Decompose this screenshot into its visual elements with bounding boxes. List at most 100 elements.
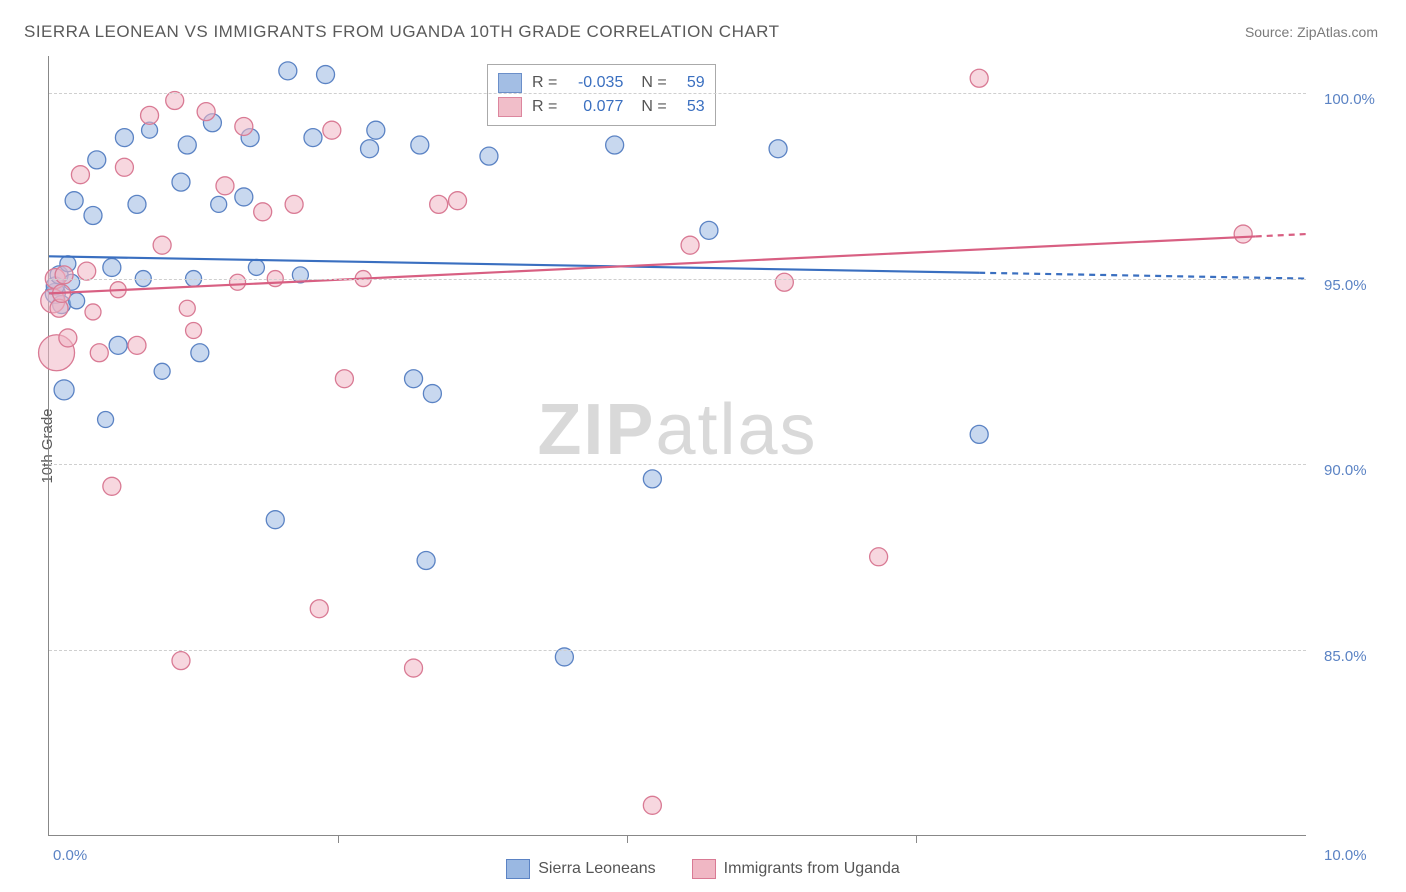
data-point [310, 600, 328, 618]
legend-r-label: R = [532, 98, 557, 116]
data-point [166, 92, 184, 110]
data-point [141, 106, 159, 124]
data-point [128, 195, 146, 213]
data-point [606, 136, 624, 154]
plot-area: ZIPatlas R =-0.035N =59R =0.077N =53 85.… [48, 56, 1306, 836]
data-point [69, 293, 85, 309]
trend-line [49, 256, 979, 272]
data-point [186, 323, 202, 339]
data-point [254, 203, 272, 221]
data-point [367, 121, 385, 139]
legend-series-name: Sierra Leoneans [538, 860, 655, 878]
data-point [1234, 225, 1252, 243]
data-point [178, 136, 196, 154]
gridline-h [49, 279, 1306, 280]
data-point [775, 273, 793, 291]
source-label: Source: ZipAtlas.com [1245, 24, 1378, 40]
data-point [235, 188, 253, 206]
data-point [65, 192, 83, 210]
plot-svg [49, 56, 1306, 835]
legend-n-label: N = [641, 74, 666, 92]
data-point [98, 412, 114, 428]
correlation-legend: R = -0.035 N = 59 R = 0.077 N = 53 [487, 64, 716, 126]
series-legend: Sierra Leoneans Immigrants from Uganda [0, 859, 1406, 884]
legend-swatch [498, 97, 522, 117]
data-point [128, 336, 146, 354]
data-point [361, 140, 379, 158]
y-tick-label: 90.0% [1324, 462, 1367, 479]
data-point [71, 166, 89, 184]
legend-n-value: 53 [677, 98, 705, 116]
y-tick-label: 100.0% [1324, 91, 1375, 108]
data-point [90, 344, 108, 362]
trend-line-extrapolated [1256, 234, 1306, 236]
legend-series-name: Immigrants from Uganda [724, 860, 900, 878]
data-point [216, 177, 234, 195]
data-point [78, 262, 96, 280]
data-point [480, 147, 498, 165]
data-point [970, 69, 988, 87]
data-point [279, 62, 297, 80]
legend-item: Sierra Leoneans [506, 859, 655, 879]
y-tick-label: 85.0% [1324, 648, 1367, 665]
data-point [335, 370, 353, 388]
gridline-h [49, 93, 1306, 94]
data-point [211, 196, 227, 212]
legend-r-value: 0.077 [567, 98, 623, 116]
legend-n-value: 59 [677, 74, 705, 92]
data-point [85, 304, 101, 320]
legend-row: R = -0.035 N = 59 [498, 71, 705, 95]
x-tick-minor [916, 835, 917, 843]
data-point [115, 158, 133, 176]
data-point [103, 258, 121, 276]
x-tick-minor [338, 835, 339, 843]
gridline-h [49, 464, 1306, 465]
data-point [191, 344, 209, 362]
legend-r-value: -0.035 [567, 74, 623, 92]
data-point [304, 129, 322, 147]
data-point [430, 195, 448, 213]
data-point [323, 121, 341, 139]
data-point [235, 117, 253, 135]
data-point [411, 136, 429, 154]
legend-swatch [498, 73, 522, 93]
data-point [230, 274, 246, 290]
data-point [266, 511, 284, 529]
data-point [417, 551, 435, 569]
data-point [84, 207, 102, 225]
data-point [55, 266, 73, 284]
legend-n-label: N = [641, 98, 666, 116]
data-point [449, 192, 467, 210]
data-point [197, 103, 215, 121]
legend-item: Immigrants from Uganda [692, 859, 900, 879]
data-point [405, 370, 423, 388]
data-point [172, 173, 190, 191]
data-point [179, 300, 195, 316]
legend-row: R = 0.077 N = 53 [498, 95, 705, 119]
gridline-h [49, 650, 1306, 651]
data-point [405, 659, 423, 677]
data-point [103, 477, 121, 495]
data-point [970, 425, 988, 443]
data-point [59, 329, 77, 347]
legend-swatch [692, 859, 716, 879]
data-point [317, 66, 335, 84]
data-point [153, 236, 171, 254]
data-point [643, 796, 661, 814]
data-point [172, 652, 190, 670]
x-tick-minor [627, 835, 628, 843]
legend-r-label: R = [532, 74, 557, 92]
y-tick-label: 95.0% [1324, 277, 1367, 294]
data-point [769, 140, 787, 158]
data-point [555, 648, 573, 666]
data-point [423, 385, 441, 403]
data-point [248, 259, 264, 275]
legend-swatch [506, 859, 530, 879]
data-point [54, 380, 74, 400]
data-point [109, 336, 127, 354]
data-point [115, 129, 133, 147]
data-point [700, 221, 718, 239]
trend-line [49, 236, 1256, 293]
data-point [154, 363, 170, 379]
data-point [870, 548, 888, 566]
